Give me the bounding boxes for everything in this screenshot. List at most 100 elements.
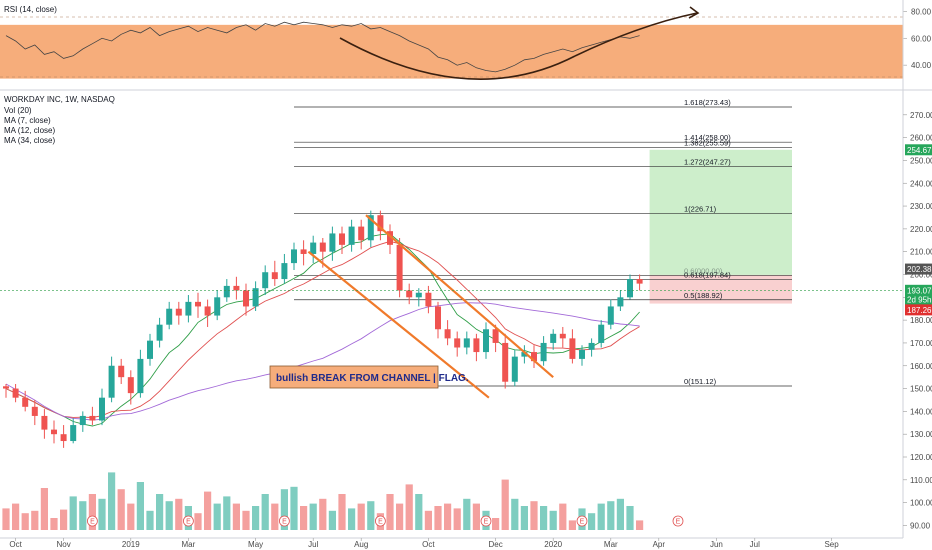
volume-bar <box>501 479 509 530</box>
earnings-label: E <box>282 519 287 526</box>
candle-body <box>617 297 624 307</box>
volume-bar <box>175 498 183 530</box>
price-tick-label: 200.00 <box>910 271 932 280</box>
time-tick-label: Apr <box>653 540 666 549</box>
price-badge-label: 193.07 <box>907 286 932 295</box>
candle-body <box>387 231 393 245</box>
main-pane: WORKDAY INC, 1W, NASDAQ Vol (20) MA (7, … <box>0 95 932 549</box>
fib-label: 1.382(255.59) <box>684 139 731 148</box>
legend-ma12: MA (12, close) <box>4 126 55 135</box>
position-tool[interactable] <box>649 149 792 304</box>
volume-bar <box>444 503 452 530</box>
candle-body <box>492 329 499 343</box>
candle-body <box>281 263 288 280</box>
time-tick-label: 2020 <box>544 540 562 549</box>
volume-bar <box>146 510 154 530</box>
volume-bar <box>472 503 480 530</box>
volume-bar <box>252 506 260 530</box>
earnings-icon[interactable] <box>480 515 492 527</box>
earnings-icon[interactable] <box>374 515 386 527</box>
earnings-label: E <box>378 519 383 526</box>
price-tick-label: 140.00 <box>910 407 932 416</box>
volume-bar <box>242 510 250 530</box>
price-tick-label: 120.00 <box>910 453 932 462</box>
fib-label: 0.5(188.92) <box>684 291 723 300</box>
volume-bars <box>2 472 644 530</box>
earnings-icon[interactable] <box>87 515 98 527</box>
rsi-tick-label: 80.00 <box>911 7 932 16</box>
volume-bar <box>300 506 308 530</box>
candle-body <box>108 365 115 398</box>
volume-bar <box>108 472 116 530</box>
candle-body <box>41 415 48 430</box>
volume-bar <box>79 501 87 530</box>
candle-body <box>31 406 38 416</box>
volume-bar <box>213 503 221 530</box>
earnings-icon[interactable] <box>278 515 290 527</box>
candle-body <box>588 342 595 350</box>
fib-label: 0.618(197.84) <box>684 270 731 279</box>
descending-channel[interactable] <box>307 214 554 399</box>
earnings-icon[interactable] <box>576 515 588 527</box>
earnings-icon[interactable] <box>672 515 684 527</box>
volume-bar <box>271 503 279 530</box>
target-zone <box>649 149 792 275</box>
candle-body <box>310 242 317 254</box>
annotation-box[interactable]: bullish BREAK FROM CHANNEL | FLAG. <box>269 365 469 389</box>
volume-bar <box>194 513 202 530</box>
volume-bar <box>396 503 404 530</box>
price-badge <box>905 284 932 296</box>
volume-bar <box>261 494 269 530</box>
price-axis[interactable]: 270.00 260.00 250.00 240.00 230.00 220.00 210.… <box>903 111 932 531</box>
rsi-pane: RSI (14, close) 80.00 60.00 40.00 <box>0 5 932 80</box>
volume-bar <box>127 503 135 530</box>
candle-body <box>127 377 134 394</box>
price-tick-label: 260.00 <box>910 134 932 143</box>
candle-body <box>147 340 153 359</box>
volume-bar <box>232 503 240 530</box>
earnings-icon[interactable] <box>182 515 194 527</box>
earnings-label: E <box>90 519 95 526</box>
time-axis[interactable]: Oct Nov 2019 Mar May Jul Aug Oct Dec 2020 Mar Apr Ju… <box>0 537 903 549</box>
volume-bar <box>568 520 576 530</box>
volume-bar <box>40 488 48 530</box>
candle-body <box>12 388 19 398</box>
time-tick-label: Nov <box>56 540 70 549</box>
candle-body <box>70 425 77 442</box>
price-tick-label: 220.00 <box>910 225 932 234</box>
time-tick-label: Jul <box>750 540 760 549</box>
candle-body <box>3 386 9 389</box>
volume-bar <box>626 506 634 530</box>
time-tick-label: Oct <box>422 540 435 549</box>
rsi-title: RSI (14, close) <box>4 5 57 14</box>
volume-bar <box>434 506 442 530</box>
fibonacci-extension[interactable]: 1.618(273.43) 1.414(258.00)1.382(255.59) 1… <box>294 98 792 387</box>
rsi-arc-drawing <box>339 37 576 80</box>
legend-volume: Vol (20) <box>4 106 32 115</box>
price-tick-label: 270.00 <box>910 111 932 120</box>
candle-body <box>435 306 441 330</box>
candle-body <box>175 308 182 316</box>
volume-bar <box>136 482 144 530</box>
price-tick-label: 180.00 <box>910 316 932 325</box>
rsi-axis: 80.00 60.00 40.00 <box>903 7 932 70</box>
candle-body <box>377 215 384 232</box>
price-tick-label: 240.00 <box>910 179 932 188</box>
time-tick-label: Jun <box>710 540 723 549</box>
annotation-text: bullish BREAK FROM CHANNEL | FLAG. <box>276 373 469 384</box>
candle-body <box>79 415 86 426</box>
candle-body <box>204 306 211 316</box>
price-tick-label: 230.00 <box>910 202 932 211</box>
legend-ma34: MA (34, close) <box>4 136 55 145</box>
volume-bar <box>223 496 231 530</box>
rsi-arrow-head-icon <box>688 6 700 19</box>
volume-bar <box>165 501 173 530</box>
price-tick-label: 110.00 <box>910 476 932 485</box>
price-tick-label: 160.00 <box>910 362 932 371</box>
price-tick-label: 250.00 <box>910 156 932 165</box>
volume-bar <box>588 513 596 530</box>
volume-bar <box>338 494 346 530</box>
rsi-band <box>0 24 903 79</box>
candle-body <box>156 324 163 341</box>
